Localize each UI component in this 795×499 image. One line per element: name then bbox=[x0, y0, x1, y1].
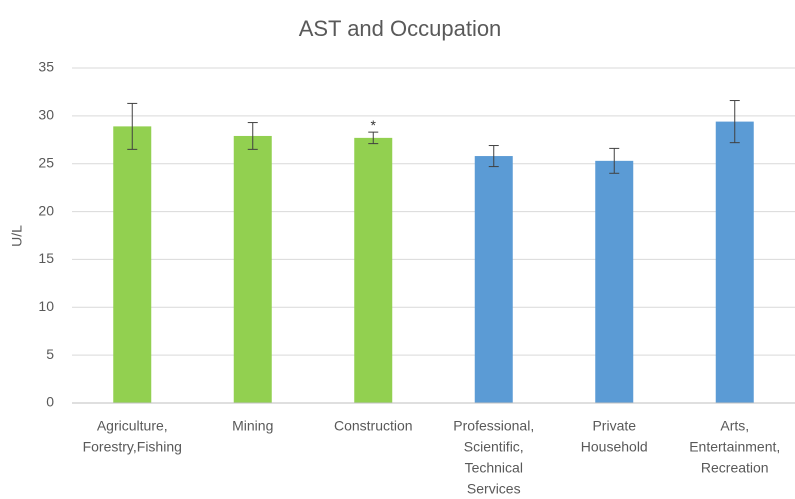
x-tick-label: Private bbox=[592, 418, 636, 434]
x-tick-label: Construction bbox=[334, 418, 413, 434]
y-tick-label: 30 bbox=[38, 107, 54, 123]
bar bbox=[113, 126, 152, 403]
x-tick-label: Services bbox=[467, 481, 521, 497]
y-tick-label: 5 bbox=[46, 346, 54, 362]
x-tick-label: Entertainment, bbox=[689, 439, 780, 455]
x-tick-label: Forestry,Fishing bbox=[83, 439, 182, 455]
y-tick-label: 10 bbox=[38, 298, 54, 314]
y-tick-label: 0 bbox=[46, 394, 54, 410]
x-tick-label: Scientific, bbox=[464, 439, 524, 455]
x-tick-label: Recreation bbox=[701, 460, 769, 476]
x-tick-label: Professional, bbox=[453, 418, 534, 434]
bar bbox=[354, 137, 393, 403]
x-tick-label: Mining bbox=[232, 418, 273, 434]
bar bbox=[595, 160, 634, 403]
x-tick-label: Agriculture, bbox=[97, 418, 168, 434]
y-axis-label: U/L bbox=[9, 225, 25, 247]
bar bbox=[474, 156, 513, 403]
bar bbox=[233, 135, 272, 403]
x-tick-label: Household bbox=[581, 439, 648, 455]
significance-marker: * bbox=[371, 117, 377, 133]
x-tick-label: Technical bbox=[465, 460, 523, 476]
y-tick-label: 25 bbox=[38, 154, 54, 170]
y-tick-label: 35 bbox=[38, 59, 54, 75]
chart-title: AST and Occupation bbox=[299, 16, 502, 41]
y-tick-label: 15 bbox=[38, 250, 54, 266]
x-tick-label: Arts, bbox=[720, 418, 749, 434]
bar bbox=[715, 121, 754, 403]
y-tick-label: 20 bbox=[38, 202, 54, 218]
